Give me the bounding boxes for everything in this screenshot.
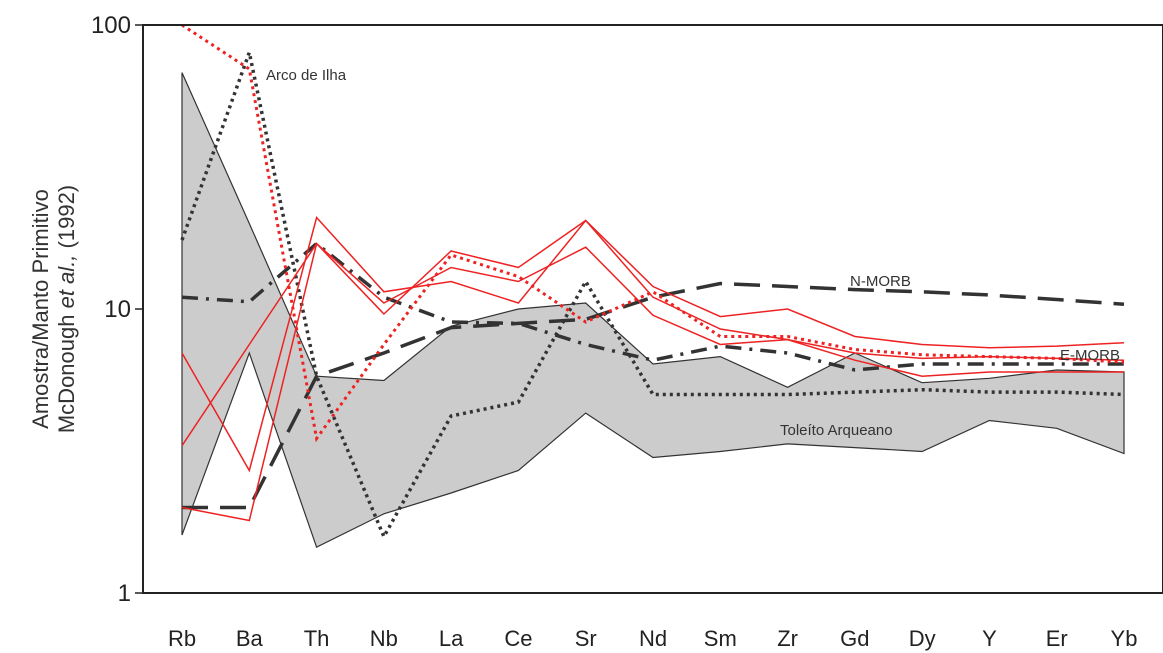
label-e-morb: E-MORB (1060, 347, 1120, 364)
y-tick-label-100: 100 (91, 12, 131, 39)
label-n-morb: N-MORB (850, 273, 911, 290)
x-label-la: La (439, 626, 464, 651)
x-label-sm: Sm (704, 626, 737, 651)
y-axis-label-author: McDonough (54, 308, 79, 433)
reference-lines-layer (180, 46, 1125, 541)
series-n-morb (182, 281, 1125, 510)
y-axis-label-line2: McDonough et al., (1992) (54, 185, 79, 433)
sample-line-2 (181, 219, 1125, 447)
x-label-yb: Yb (1111, 626, 1138, 651)
x-label-gd: Gd (840, 626, 869, 651)
x-ticks: Rb Ba Th Nb La Ce Sr Nd Sm Zr Gd Dy Y Er Yb (168, 626, 1138, 651)
y-tick-label-1: 1 (118, 580, 131, 607)
y-ticks: 1 10 100 (91, 12, 143, 607)
x-label-sr: Sr (575, 626, 597, 651)
x-label-rb: Rb (168, 626, 196, 651)
x-label-y: Y (982, 626, 997, 651)
field-layer (181, 72, 1125, 549)
x-label-dy: Dy (909, 626, 936, 651)
plot-frame (142, 24, 1163, 594)
sample-line-3 (181, 242, 1125, 522)
x-label-ba: Ba (236, 626, 264, 651)
series-e-morb (181, 241, 1124, 372)
field-toleito-arqueano (181, 72, 1125, 549)
sample-line-1 (181, 215, 1124, 473)
x-label-nb: Nb (370, 626, 398, 651)
y-axis-label-line1: Amostra/Manto Primitivo (28, 189, 53, 429)
y-axis-label-etal: et al., (54, 255, 79, 309)
y-axis-label-year: (1992) (54, 185, 79, 255)
x-label-ce: Ce (504, 626, 532, 651)
x-label-nd: Nd (639, 626, 667, 651)
x-label-zr: Zr (777, 626, 798, 651)
y-tick-label-10: 10 (104, 296, 131, 323)
x-label-er: Er (1046, 626, 1068, 651)
sample-lines-layer (181, 23, 1125, 522)
label-toleito-arqueano: Toleíto Arqueano (780, 422, 893, 439)
x-label-th: Th (304, 626, 330, 651)
label-arco-de-ilha: Arco de Ilha (266, 67, 347, 84)
